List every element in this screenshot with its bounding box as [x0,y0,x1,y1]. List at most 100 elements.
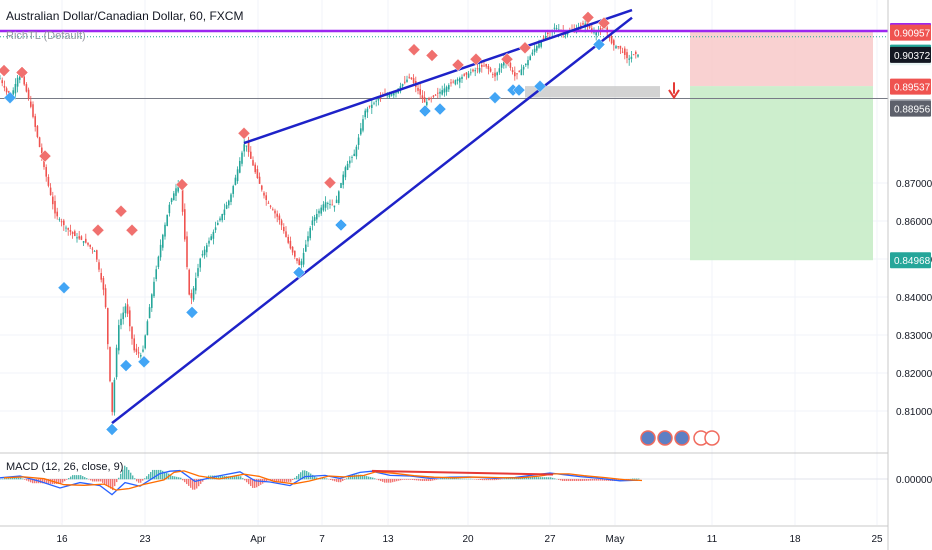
macd-histogram-bar [450,478,452,480]
bottom-signal-marker [3,91,17,105]
macd-histogram-bar [494,479,496,481]
macd-histogram-bar [570,479,572,482]
candle-body [630,56,633,60]
candle-body [377,98,380,101]
candle-body [613,40,615,46]
candle-body [258,176,261,184]
candle-body [327,203,329,204]
macd-histogram-bar [446,478,448,480]
macd-histogram-bar [562,479,564,482]
macd-histogram-bar [544,477,546,480]
candle-body [542,37,545,39]
macd-histogram-bar [512,478,514,480]
candle-body [349,160,351,164]
candle-body [261,185,263,190]
candle-body [87,242,89,245]
macd-histogram-bar [66,479,68,480]
candle-body [509,62,512,68]
candle-body [41,147,43,158]
macd-histogram-bar [590,479,592,481]
macd-histogram-bar [454,478,456,480]
x-tick-label: 23 [139,534,151,545]
candle-body [122,312,124,320]
candle-body [470,72,472,74]
macd-histogram-bar [312,474,314,480]
macd-histogram-bar [596,479,598,481]
candle-body [212,231,215,239]
price-label: 0.88956 [890,100,931,117]
y-tick-label: 0.81000 [896,407,932,418]
candle-body [74,231,76,237]
macd-histogram-bar [300,472,302,480]
macd-histogram-bar [500,479,502,480]
macd-histogram-bar [142,479,144,481]
candle-body [107,308,109,345]
candle-body [12,90,14,97]
macd-histogram-bar [118,477,120,480]
macd-histogram-bar [68,477,70,480]
macd-histogram-bar [534,477,536,480]
candle-body [588,25,591,28]
macd-histogram-bar [400,479,402,481]
candle-body [78,236,80,239]
candle-body [335,199,338,204]
macd-histogram-bar [460,478,462,480]
candle-body [448,85,450,90]
macd-histogram-bar [322,478,324,480]
macd-histogram-bar [342,479,344,481]
candle-body [25,84,28,92]
macd-histogram-bar [354,474,356,480]
price-label-text: 0.90372 [894,51,931,62]
macd-histogram-bar [106,479,108,486]
candle-body [412,78,415,83]
candle-body [331,204,333,206]
candle-body [503,59,505,66]
x-tick-label: 18 [789,534,801,545]
macd-histogram-bar [404,479,406,480]
macd-histogram-bar [350,475,352,480]
candle-body [111,382,113,412]
price-label-text: 0.90957 [894,29,931,40]
macd-histogram-bar [510,478,512,480]
macd-histogram-bar [406,479,408,480]
macd-histogram-bar [236,476,238,480]
candle-body [320,207,322,214]
macd-histogram-bar [64,479,66,482]
bottom-signal-marker [185,306,199,319]
macd-histogram-bar [356,474,358,480]
candle-body [148,307,151,319]
macd-histogram-bar [388,479,390,483]
macd-histogram-bar [278,479,280,482]
macd-histogram-bar [464,478,466,480]
candle-body [439,91,441,94]
macd-histogram-bar [96,479,98,482]
macd-histogram-bar [344,479,346,480]
macd-histogram-bar [480,479,482,480]
macd-histogram-bar [600,479,602,481]
price-labels: 0.910000.909570.9043208:470.903720.89537… [890,23,931,269]
macd-histogram-bar [476,479,478,480]
candle-body [296,258,298,261]
candle-body [375,100,377,102]
macd-histogram-bar [492,479,494,481]
macd-histogram-bar [364,475,366,480]
candle-body [201,254,204,256]
macd-histogram-bar [148,474,150,480]
candle-body [80,236,83,240]
macd-histogram-bar [498,479,500,480]
candle-body [527,60,529,66]
candle-body [518,71,520,72]
candle-body [56,211,58,217]
macd-histogram-bar [110,479,112,489]
candle-body [38,137,41,147]
candle-body [599,27,602,30]
macd-histogram-bar [444,478,446,480]
macd-histogram-bar [602,479,604,481]
candle-body [254,164,256,173]
macd-histogram-bar [546,477,548,480]
macd-histogram-bar [50,479,52,484]
macd-histogram-bar [336,479,338,482]
macd-histogram-bar [260,479,262,485]
candle-body [236,169,239,182]
